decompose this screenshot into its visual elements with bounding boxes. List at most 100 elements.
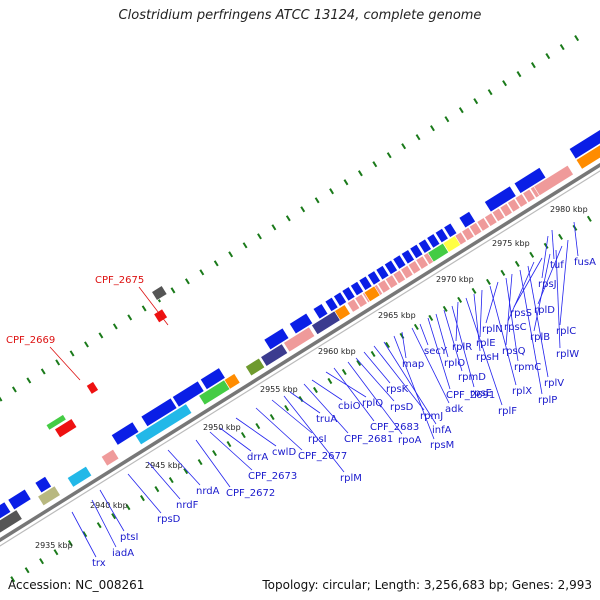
inner-tick: [183, 468, 189, 475]
gene-feature: [434, 227, 449, 244]
kbp-label: 2960 kbp: [318, 347, 356, 356]
outer-tick: [473, 98, 479, 105]
gene-label: fusA: [574, 257, 596, 268]
label-leader-line: [209, 431, 253, 471]
label-leader-line: [71, 511, 97, 558]
label-leader-line: [555, 249, 561, 349]
outer-tick: [242, 242, 248, 249]
gene-feature: [377, 279, 391, 294]
inner-tick: [10, 576, 16, 583]
label-leader-line: [393, 335, 435, 440]
gene-label: rplM: [340, 473, 362, 484]
gene-feature: [522, 188, 536, 204]
label-leader-line: [473, 293, 481, 352]
inner-tick: [125, 504, 131, 511]
outer-tick: [372, 161, 378, 168]
inner-tick: [82, 531, 88, 538]
label-leader-line: [147, 461, 181, 500]
gene-label: rplF: [498, 406, 517, 417]
outer-tick: [84, 341, 89, 348]
inner-tick: [370, 350, 376, 358]
gene-label: rpsS: [510, 308, 532, 319]
inner-tick: [53, 549, 59, 556]
backbone-line: [0, 162, 600, 543]
gene-feature: [442, 235, 462, 253]
gene-label: rpsD: [157, 514, 181, 525]
gene-feature: [468, 222, 483, 237]
inner-tick: [212, 450, 217, 457]
outer-tick: [545, 53, 551, 60]
label-leader-line: [219, 427, 252, 452]
label-leader-line: [427, 317, 451, 390]
gene-feature: [110, 421, 140, 446]
outer-tick: [574, 35, 580, 42]
gene-feature: [66, 465, 93, 488]
gene-feature: [334, 304, 351, 321]
gene-label: rplW: [556, 349, 579, 360]
gene-feature: [513, 166, 547, 194]
gene-features: [0, 129, 600, 534]
gene-label: rplE: [476, 338, 496, 349]
inner-tick: [442, 305, 448, 312]
kbp-label: 2975 kbp: [492, 239, 530, 248]
gene-feature: [0, 501, 12, 520]
gene-feature: [400, 264, 414, 280]
gene-label: rpmC: [514, 362, 541, 373]
label-leader-line: [513, 257, 543, 308]
outer-tick: [228, 251, 234, 258]
gene-feature: [400, 249, 415, 265]
gene-feature: [288, 312, 314, 335]
label-leader-line: [489, 285, 517, 386]
inner-tick: [96, 522, 102, 529]
gene-label: rpsQ: [502, 346, 526, 357]
gene-feature: [392, 269, 406, 285]
outer-tick: [199, 269, 205, 276]
inner-tick: [514, 260, 520, 267]
gene-feature: [346, 298, 361, 313]
gene-label: map: [402, 359, 424, 370]
outer-tick: [516, 71, 522, 78]
label-leader-line: [167, 449, 201, 486]
gene-label: rpsK: [386, 384, 409, 395]
label-leader-line: [533, 253, 551, 332]
gene-feature: [100, 448, 120, 467]
outer-tick: [141, 305, 147, 312]
gene-feature: [354, 293, 368, 308]
label-leader-line: [235, 417, 277, 447]
gene-label: iadA: [112, 548, 134, 559]
label-leader-line: [451, 305, 475, 388]
label-leader-line: [465, 297, 503, 406]
gene-label: rplX: [512, 386, 532, 397]
highlighted-gene-labels: CPF_2675 CPF_2669: [6, 275, 169, 381]
gene-feature: [263, 327, 290, 351]
label-leader-line: [311, 379, 343, 401]
gene-feature: [363, 285, 381, 303]
kbp-label: 2955 kbp: [260, 385, 298, 394]
inner-tick: [269, 413, 275, 421]
label-leader-line: [355, 357, 395, 402]
highlighted-gene-label: CPF_2669: [6, 335, 55, 346]
outer-tick: [386, 152, 392, 159]
gene-feature: [417, 238, 432, 254]
outer-tick: [401, 143, 407, 150]
gene-feature: [151, 285, 168, 301]
inner-tick: [255, 422, 261, 430]
outer-tick: [112, 323, 118, 330]
outer-tick: [487, 89, 493, 96]
outer-tick: [26, 377, 32, 384]
gene-feature: [384, 274, 399, 289]
gene-feature: [324, 296, 339, 313]
gene-feature: [415, 255, 429, 270]
gene-feature: [223, 373, 241, 390]
inner-tick: [341, 368, 347, 376]
label-leader-line: [373, 345, 425, 411]
highlighted-gene-label: CPF_2675: [95, 275, 144, 286]
gene-feature: [533, 164, 574, 197]
label-leader-line: [455, 301, 459, 342]
inner-tick: [140, 495, 145, 502]
kbp-label: 2950 kbp: [203, 423, 241, 432]
gene-feature: [476, 217, 490, 232]
gene-label: nrdF: [176, 500, 199, 511]
label-leader-line: [255, 407, 303, 451]
